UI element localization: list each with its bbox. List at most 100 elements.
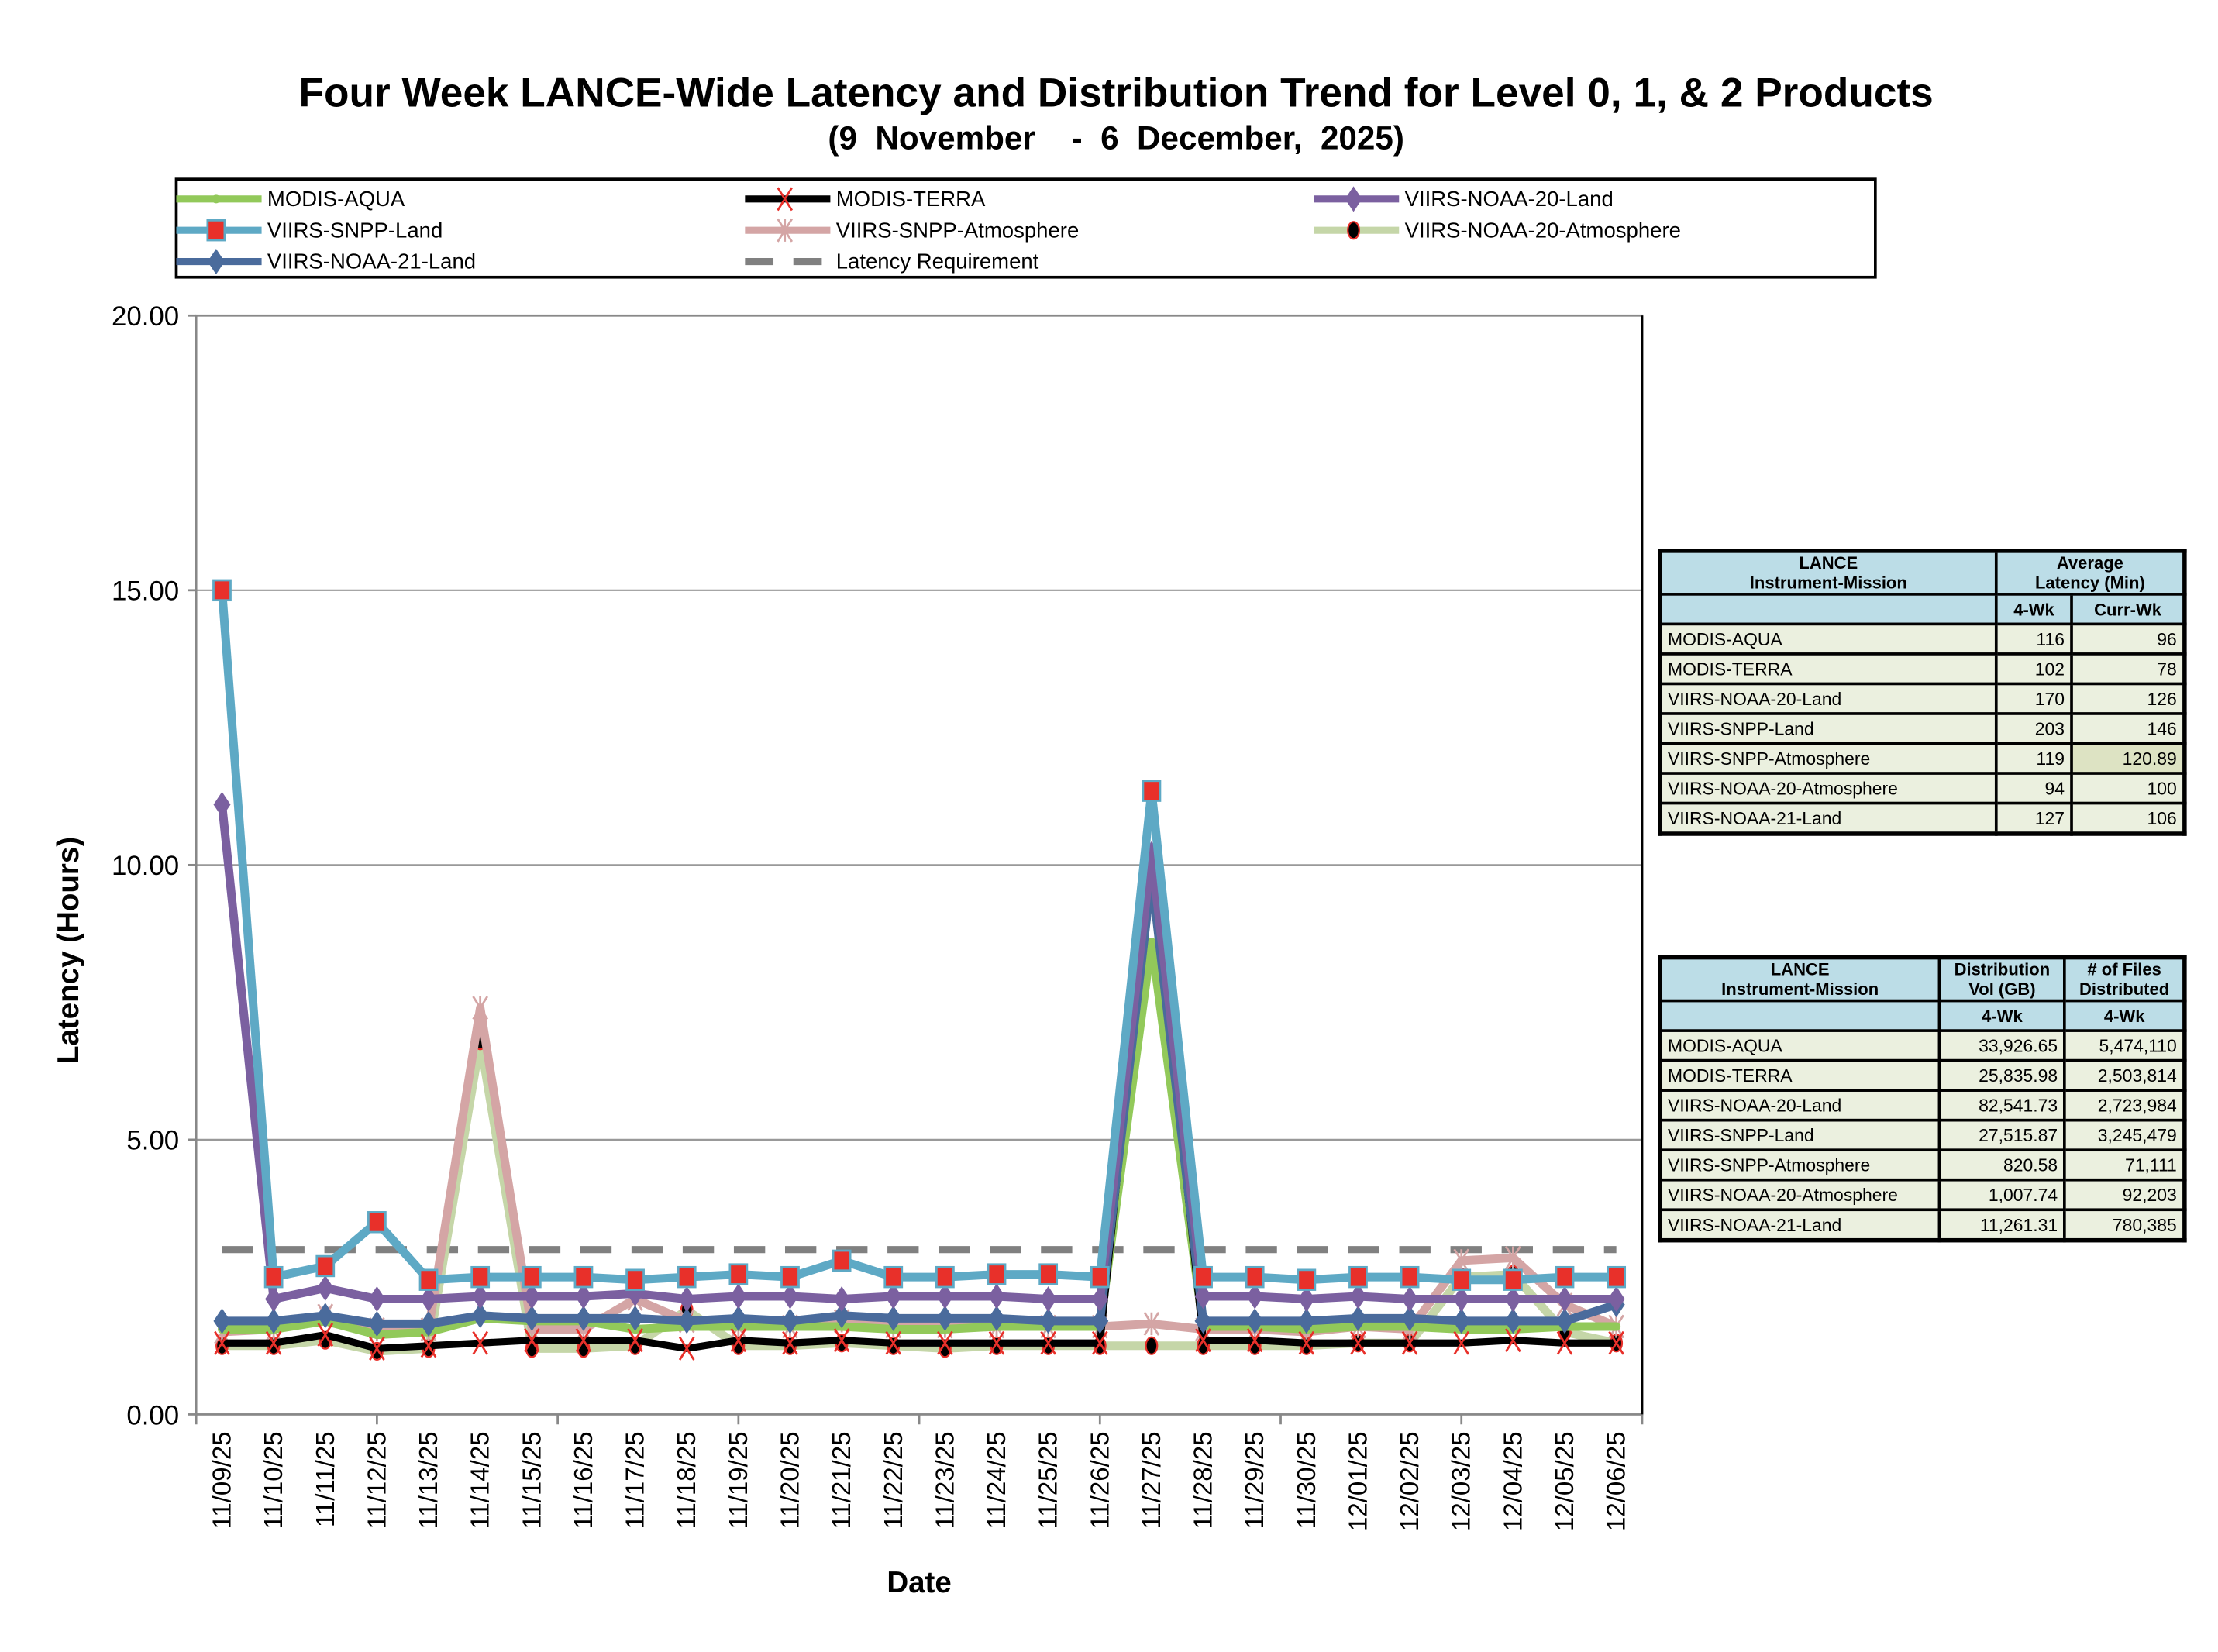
- table-row: VIIRS-SNPP-Land 203 146: [1658, 712, 2186, 745]
- point-modis-terra: [369, 1336, 385, 1361]
- legend-marker: [207, 249, 225, 275]
- point-modis-terra: [1091, 1330, 1108, 1355]
- point-viirs-snpp-land: [1400, 1265, 1420, 1289]
- legend-label: VIIRS-NOAA-20-Atmosphere: [1404, 218, 1681, 243]
- header-currwk: Curr-Wk: [2070, 593, 2186, 626]
- wk4-cell: 116: [1994, 622, 2074, 656]
- instrument-cell: VIIRS-NOAA-20-Atmosphere: [1658, 772, 1998, 805]
- point-viirs-snpp-land: [1348, 1265, 1368, 1289]
- distribution-table: LANCE Instrument-Mission Distribution Vol …: [1658, 955, 2187, 1243]
- chart-title: Four Week LANCE-Wide Latency and Distrib…: [298, 71, 1934, 117]
- legend-item: MODIS-TERRA: [742, 184, 985, 213]
- x-tick-label: 11/20/25: [775, 1431, 804, 1529]
- files-cell: 2,503,814: [2063, 1058, 2186, 1092]
- x-tick-label: 11/27/25: [1137, 1431, 1166, 1529]
- header-4wk: 4-Wk: [1994, 593, 2074, 626]
- curr-cell: 120.89: [2070, 742, 2186, 775]
- point-viirs-noaa-20-land: [368, 1286, 386, 1313]
- wk4-cell: 102: [1994, 652, 2074, 686]
- point-viirs-snpp-land: [470, 1265, 491, 1289]
- instrument-cell: MODIS-AQUA: [1658, 1029, 1941, 1062]
- x-tick-label: 11/14/25: [466, 1431, 494, 1529]
- table-row: VIIRS-NOAA-20-Land 170 126: [1658, 682, 2186, 715]
- point-modis-terra: [1401, 1330, 1418, 1355]
- x-tick-label: 11/11/25: [311, 1431, 339, 1527]
- point-viirs-snpp-land: [263, 1265, 284, 1289]
- point-viirs-noaa-20-land: [1039, 1286, 1057, 1313]
- point-modis-terra: [1350, 1330, 1366, 1355]
- point-modis-terra: [523, 1328, 540, 1353]
- point-viirs-snpp-atmosphere: [1505, 1245, 1521, 1270]
- point-viirs-noaa-20-land: [1401, 1286, 1419, 1313]
- point-viirs-snpp-land: [625, 1268, 645, 1291]
- point-viirs-snpp-land: [1245, 1265, 1265, 1289]
- legend-swatch: [176, 194, 262, 204]
- header-dist-vol: Distribution Vol (GB): [1937, 955, 2067, 1003]
- vol-cell: 27,515.87: [1937, 1118, 2067, 1152]
- instrument-cell: VIIRS-SNPP-Land: [1658, 712, 1998, 745]
- header-4wk-vol: 4-Wk: [1937, 999, 2067, 1032]
- instrument-cell: MODIS-AQUA: [1658, 622, 1998, 656]
- x-tick-label: 11/18/25: [672, 1431, 701, 1529]
- point-modis-terra: [1453, 1330, 1470, 1355]
- table-row: VIIRS-NOAA-21-Land 127 106: [1658, 801, 2186, 835]
- legend-item: Latency Requirement: [742, 247, 1038, 276]
- point-viirs-snpp-land: [1452, 1268, 1472, 1291]
- point-modis-terra: [575, 1328, 592, 1353]
- legend-item: VIIRS-NOAA-20-Land: [1311, 184, 1614, 213]
- point-viirs-snpp-atmosphere: [472, 996, 489, 1020]
- point-modis-terra: [627, 1328, 643, 1353]
- point-viirs-snpp-atmosphere: [1453, 1248, 1470, 1273]
- point-viirs-snpp-land: [1607, 1265, 1627, 1289]
- point-viirs-snpp-land: [832, 1249, 852, 1272]
- curr-cell: 78: [2070, 652, 2186, 686]
- line-modis-aqua: [222, 938, 1617, 1340]
- table-row: VIIRS-NOAA-20-Atmosphere 94 100: [1658, 772, 2186, 805]
- x-tick-label: 11/24/25: [982, 1431, 1011, 1529]
- chart-subtitle: (9 November - 6 December, 2025): [828, 119, 1404, 157]
- legend-item: VIIRS-NOAA-21-Land: [174, 247, 476, 276]
- wk4-cell: 119: [1994, 742, 2074, 775]
- point-viirs-noaa-20-land: [729, 1283, 747, 1310]
- curr-cell: 96: [2070, 622, 2186, 656]
- point-viirs-snpp-land: [1193, 1265, 1213, 1289]
- instrument-cell: MODIS-TERRA: [1658, 1058, 1941, 1092]
- point-viirs-snpp-atmosphere: [1143, 1312, 1160, 1336]
- chart-legend: MODIS-AQUA MODIS-TERRA VIIRS-NOAA-20-Land V…: [174, 177, 1877, 279]
- x-tick-label: 12/02/25: [1395, 1431, 1424, 1531]
- legend-item: VIIRS-NOAA-20-Atmosphere: [1311, 216, 1681, 245]
- point-viirs-snpp-land: [315, 1254, 336, 1278]
- x-tick-label: 11/10/25: [259, 1431, 288, 1529]
- x-tick-label: 11/15/25: [517, 1431, 546, 1529]
- point-modis-terra: [1040, 1330, 1056, 1355]
- point-viirs-noaa-20-land: [265, 1286, 283, 1313]
- point-modis-terra: [1298, 1330, 1315, 1355]
- legend-swatch: [745, 187, 831, 212]
- x-tick-label: 11/21/25: [827, 1431, 856, 1529]
- legend-swatch: [1314, 186, 1400, 212]
- vol-cell: 33,926.65: [1937, 1029, 2067, 1062]
- table-row: VIIRS-NOAA-20-Atmosphere 1,007.74 92,203: [1658, 1178, 2186, 1212]
- wk4-cell: 127: [1994, 801, 2074, 835]
- point-viirs-snpp-land: [367, 1211, 387, 1234]
- header-blank: [1658, 999, 1941, 1032]
- files-cell: 780,385: [2063, 1208, 2186, 1242]
- files-cell: 92,203: [2063, 1178, 2186, 1212]
- instrument-cell: MODIS-TERRA: [1658, 652, 1998, 686]
- legend-marker: [212, 194, 221, 204]
- point-modis-terra: [988, 1330, 1005, 1355]
- table-row: VIIRS-NOAA-20-Land 82,541.73 2,723,984: [1658, 1089, 2186, 1122]
- x-tick-label: 11/22/25: [879, 1431, 908, 1529]
- vol-cell: 820.58: [1937, 1148, 2067, 1182]
- instrument-cell: VIIRS-SNPP-Atmosphere: [1658, 1148, 1941, 1182]
- line-viirs-noaa-20-land: [218, 804, 1617, 1304]
- point-modis-aqua: [1147, 938, 1156, 947]
- header-blank: [1658, 593, 1998, 626]
- point-viirs-snpp-land: [1297, 1268, 1317, 1291]
- instrument-cell: VIIRS-SNPP-Atmosphere: [1658, 742, 1998, 775]
- legend-swatch: [176, 219, 262, 242]
- point-modis-terra: [420, 1334, 437, 1358]
- point-viirs-snpp-land: [935, 1265, 955, 1289]
- x-tick-label: 12/01/25: [1343, 1431, 1372, 1531]
- files-cell: 5,474,110: [2063, 1029, 2186, 1062]
